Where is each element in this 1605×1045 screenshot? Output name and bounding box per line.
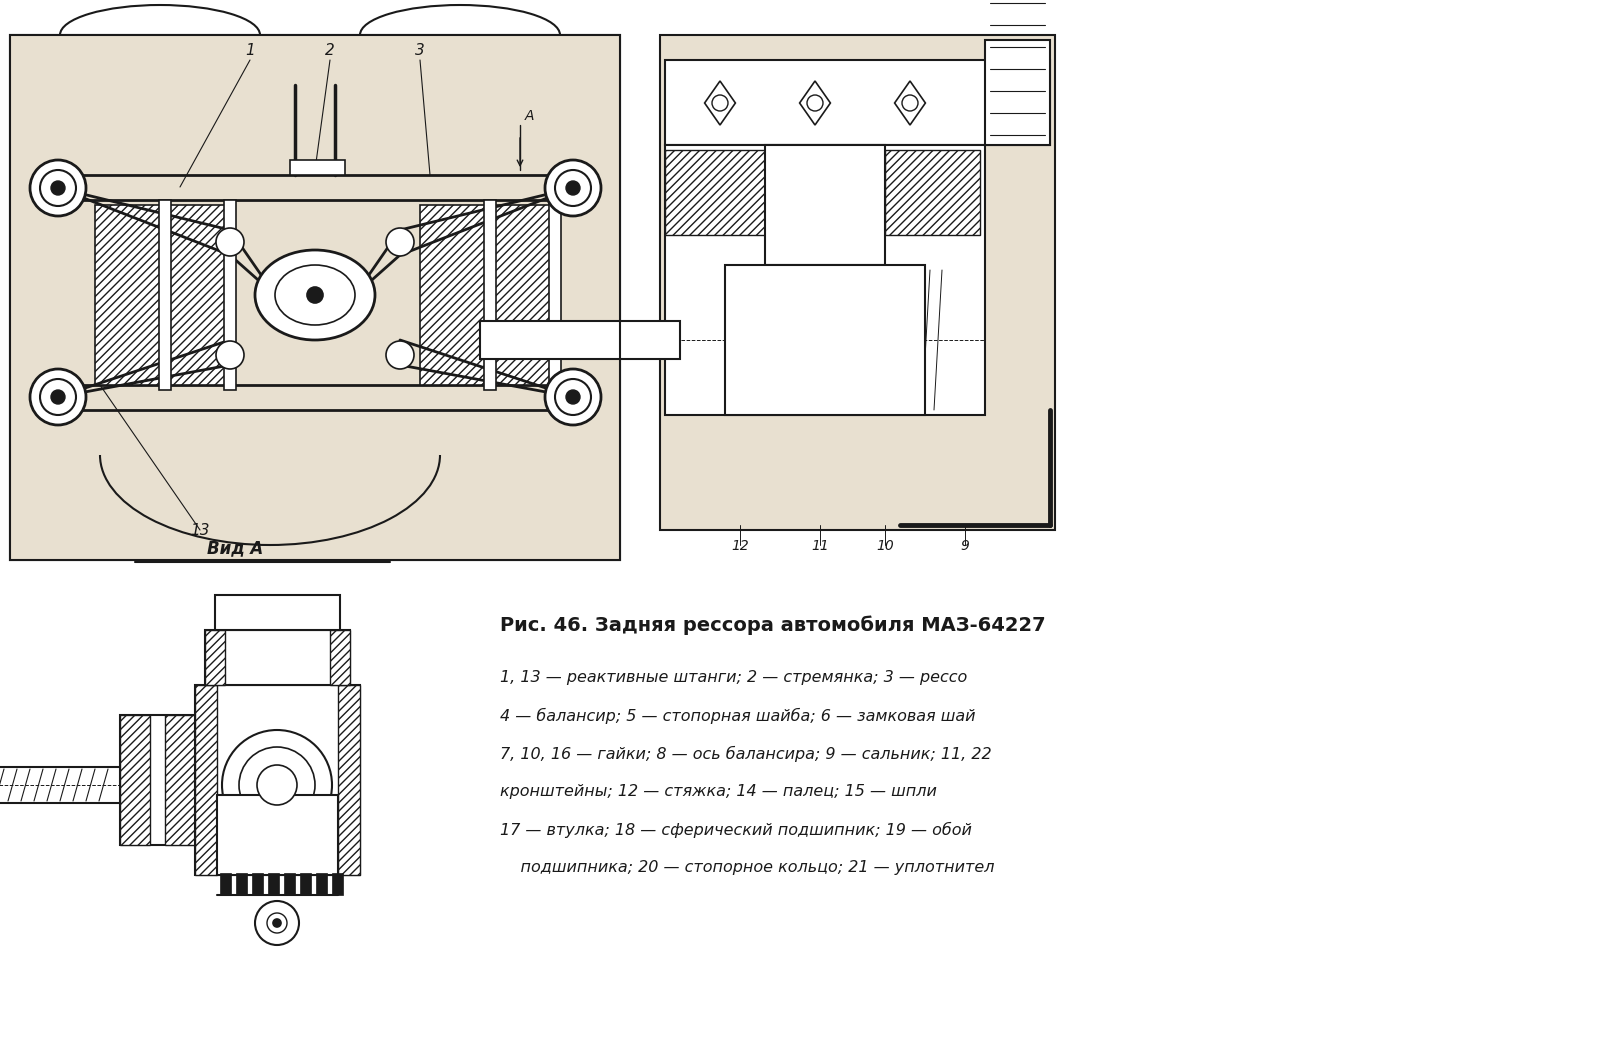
Polygon shape bbox=[894, 82, 926, 125]
Bar bbox=[0, 767, 125, 803]
Text: А: А bbox=[525, 109, 534, 123]
Text: 15: 15 bbox=[287, 618, 305, 632]
Bar bbox=[421, 205, 560, 385]
Circle shape bbox=[567, 390, 579, 404]
Bar bbox=[331, 630, 350, 686]
Bar bbox=[480, 321, 681, 359]
Bar bbox=[300, 873, 311, 895]
Bar bbox=[120, 715, 149, 845]
Text: 1: 1 bbox=[246, 43, 255, 59]
Bar bbox=[664, 150, 766, 235]
Text: 17: 17 bbox=[287, 663, 305, 677]
Circle shape bbox=[902, 95, 918, 111]
Text: 9: 9 bbox=[960, 539, 969, 553]
Text: 17 — втулка; 18 — сферический подшипник; 19 — обой: 17 — втулка; 18 — сферический подшипник;… bbox=[501, 822, 973, 838]
Polygon shape bbox=[799, 82, 830, 125]
Bar bbox=[215, 595, 340, 630]
Bar bbox=[10, 34, 620, 560]
Bar bbox=[339, 686, 360, 875]
Text: 16: 16 bbox=[287, 640, 305, 654]
Text: 11: 11 bbox=[811, 539, 828, 553]
Circle shape bbox=[807, 95, 823, 111]
Circle shape bbox=[713, 95, 729, 111]
Circle shape bbox=[546, 369, 600, 425]
Circle shape bbox=[51, 390, 64, 404]
Bar bbox=[884, 150, 981, 235]
Circle shape bbox=[40, 379, 75, 415]
Text: Рис. 46. Задняя рессора автомобиля МАЗ-64227: Рис. 46. Задняя рессора автомобиля МАЗ-6… bbox=[501, 616, 1045, 634]
Bar bbox=[205, 630, 350, 686]
Text: 14: 14 bbox=[287, 593, 305, 607]
Bar bbox=[205, 630, 225, 686]
Text: 20: 20 bbox=[287, 738, 305, 752]
Circle shape bbox=[266, 913, 287, 933]
Bar bbox=[268, 873, 279, 895]
Circle shape bbox=[255, 901, 299, 945]
Bar bbox=[40, 175, 595, 410]
Text: кронштейны; 12 — стяжка; 14 — палец; 15 — шпли: кронштейны; 12 — стяжка; 14 — палец; 15 … bbox=[501, 784, 937, 799]
Bar bbox=[120, 715, 194, 845]
Bar bbox=[225, 200, 236, 390]
Bar bbox=[549, 200, 562, 390]
Bar bbox=[985, 40, 1050, 145]
Bar bbox=[485, 200, 496, 390]
Circle shape bbox=[307, 287, 323, 303]
Circle shape bbox=[555, 170, 591, 206]
Bar bbox=[316, 873, 327, 895]
Text: 21: 21 bbox=[287, 763, 305, 777]
Circle shape bbox=[555, 379, 591, 415]
Bar bbox=[766, 145, 884, 265]
Bar bbox=[664, 145, 985, 415]
Bar bbox=[236, 873, 247, 895]
Bar bbox=[660, 34, 1054, 530]
Bar bbox=[194, 686, 217, 875]
Circle shape bbox=[567, 181, 579, 195]
Bar bbox=[664, 60, 1050, 145]
Text: 19: 19 bbox=[287, 713, 305, 727]
Circle shape bbox=[239, 747, 315, 823]
Bar bbox=[165, 715, 194, 845]
Text: 4 — балансир; 5 — стопорная шайба; 6 — замковая шай: 4 — балансир; 5 — стопорная шайба; 6 — з… bbox=[501, 709, 976, 724]
Text: 22: 22 bbox=[287, 786, 305, 800]
Circle shape bbox=[217, 341, 244, 369]
Text: 3: 3 bbox=[416, 43, 425, 59]
Bar bbox=[252, 873, 263, 895]
Text: 18: 18 bbox=[287, 688, 305, 702]
Text: 2: 2 bbox=[326, 43, 335, 59]
Text: Вид А: Вид А bbox=[207, 539, 263, 557]
Circle shape bbox=[217, 228, 244, 256]
Circle shape bbox=[221, 730, 332, 840]
Bar bbox=[10, 34, 620, 560]
Circle shape bbox=[30, 369, 87, 425]
Text: 12: 12 bbox=[732, 539, 750, 553]
Circle shape bbox=[51, 181, 64, 195]
Text: подшипника; 20 — стопорное кольцо; 21 — уплотнител: подшипника; 20 — стопорное кольцо; 21 — … bbox=[501, 860, 995, 875]
Bar bbox=[291, 160, 345, 175]
Ellipse shape bbox=[274, 265, 355, 325]
Circle shape bbox=[273, 919, 281, 927]
Text: 1, 13 — реактивные штанги; 2 — стремянка; 3 — рессо: 1, 13 — реактивные штанги; 2 — стремянка… bbox=[501, 670, 968, 686]
Circle shape bbox=[40, 170, 75, 206]
Bar bbox=[725, 265, 924, 415]
Bar bbox=[194, 686, 360, 875]
Text: 13: 13 bbox=[191, 522, 210, 538]
Circle shape bbox=[30, 160, 87, 216]
Circle shape bbox=[257, 765, 297, 805]
Bar bbox=[159, 200, 172, 390]
Circle shape bbox=[385, 228, 414, 256]
Text: 10: 10 bbox=[876, 539, 894, 553]
Circle shape bbox=[385, 341, 414, 369]
Bar bbox=[95, 205, 234, 385]
Text: 7, 10, 16 — гайки; 8 — ось балансира; 9 — сальник; 11, 22: 7, 10, 16 — гайки; 8 — ось балансира; 9 … bbox=[501, 746, 992, 762]
Bar bbox=[332, 873, 343, 895]
Circle shape bbox=[546, 160, 600, 216]
Bar bbox=[217, 795, 339, 875]
Bar bbox=[220, 873, 231, 895]
Bar bbox=[10, 34, 620, 560]
Bar bbox=[284, 873, 295, 895]
Polygon shape bbox=[705, 82, 735, 125]
Ellipse shape bbox=[255, 250, 376, 340]
